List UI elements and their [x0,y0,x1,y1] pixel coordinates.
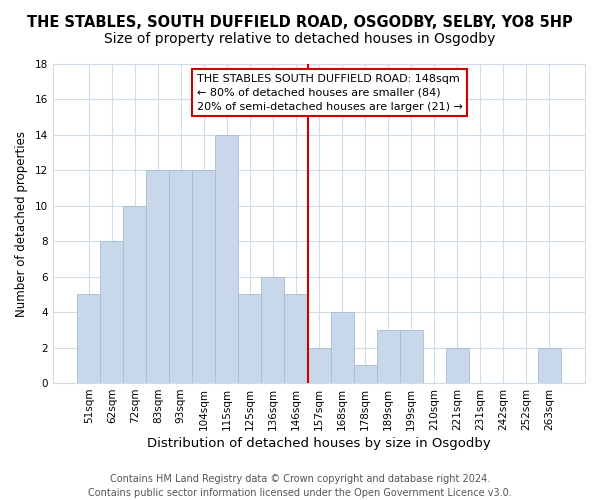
Text: Contains HM Land Registry data © Crown copyright and database right 2024.
Contai: Contains HM Land Registry data © Crown c… [88,474,512,498]
Bar [146,170,169,383]
Text: THE STABLES, SOUTH DUFFIELD ROAD, OSGODBY, SELBY, YO8 5HP: THE STABLES, SOUTH DUFFIELD ROAD, OSGODB… [27,15,573,30]
Bar [284,294,308,383]
Bar [77,294,100,383]
Bar [538,348,561,383]
X-axis label: Distribution of detached houses by size in Osgodby: Distribution of detached houses by size … [147,437,491,450]
Bar [169,170,193,383]
Bar [308,348,331,383]
Bar [331,312,353,383]
Bar [353,366,377,383]
Y-axis label: Number of detached properties: Number of detached properties [15,130,28,316]
Bar [377,330,400,383]
Bar [262,276,284,383]
Bar [215,135,238,383]
Bar [100,242,123,383]
Bar [193,170,215,383]
Text: Size of property relative to detached houses in Osgodby: Size of property relative to detached ho… [104,32,496,46]
Text: THE STABLES SOUTH DUFFIELD ROAD: 148sqm
← 80% of detached houses are smaller (84: THE STABLES SOUTH DUFFIELD ROAD: 148sqm … [197,74,463,112]
Bar [446,348,469,383]
Bar [400,330,422,383]
Bar [123,206,146,383]
Bar [238,294,262,383]
